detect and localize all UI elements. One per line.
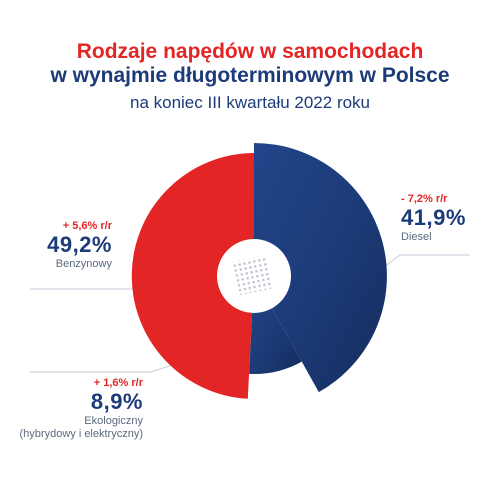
slice-diesel (254, 143, 387, 393)
label-diesel: - 7,2% r/r 41,9% Diesel (401, 193, 496, 244)
chart-title-line2: w wynajmie długoterminowym w Polsce (50, 64, 450, 87)
change-ekologiczny: + 1,6% r/r (93, 377, 143, 389)
value-benzynowy: 49,2% (47, 232, 112, 257)
chart-subtitle: na koniec III kwartału 2022 roku (129, 93, 371, 112)
value-diesel: 41,9% (401, 205, 466, 230)
pie-slices (131, 143, 387, 399)
value-ekologiczny: 8,9% (90, 389, 143, 414)
center-pattern (232, 254, 274, 296)
change-benzynowy: + 5,6% r/r (62, 220, 112, 232)
chart-title-line1: Rodzaje napędów w samochodach (76, 40, 424, 63)
slice-benzynowy (131, 153, 254, 399)
category-diesel: Diesel (401, 231, 432, 243)
change-diesel: - 7,2% r/r (401, 193, 448, 205)
label-ekologiczny: + 1,6% r/r 8,9% Ekologiczny (hybrydowy i… (6, 377, 143, 441)
category-benzynowy: Benzynowy (55, 258, 112, 270)
label-benzynowy: + 5,6% r/r 49,2% Benzynowy (20, 220, 112, 271)
category-ekologiczny-line1: Ekologiczny (84, 415, 143, 427)
category-ekologiczny-line2: (hybrydowy i elektryczny) (19, 428, 143, 440)
